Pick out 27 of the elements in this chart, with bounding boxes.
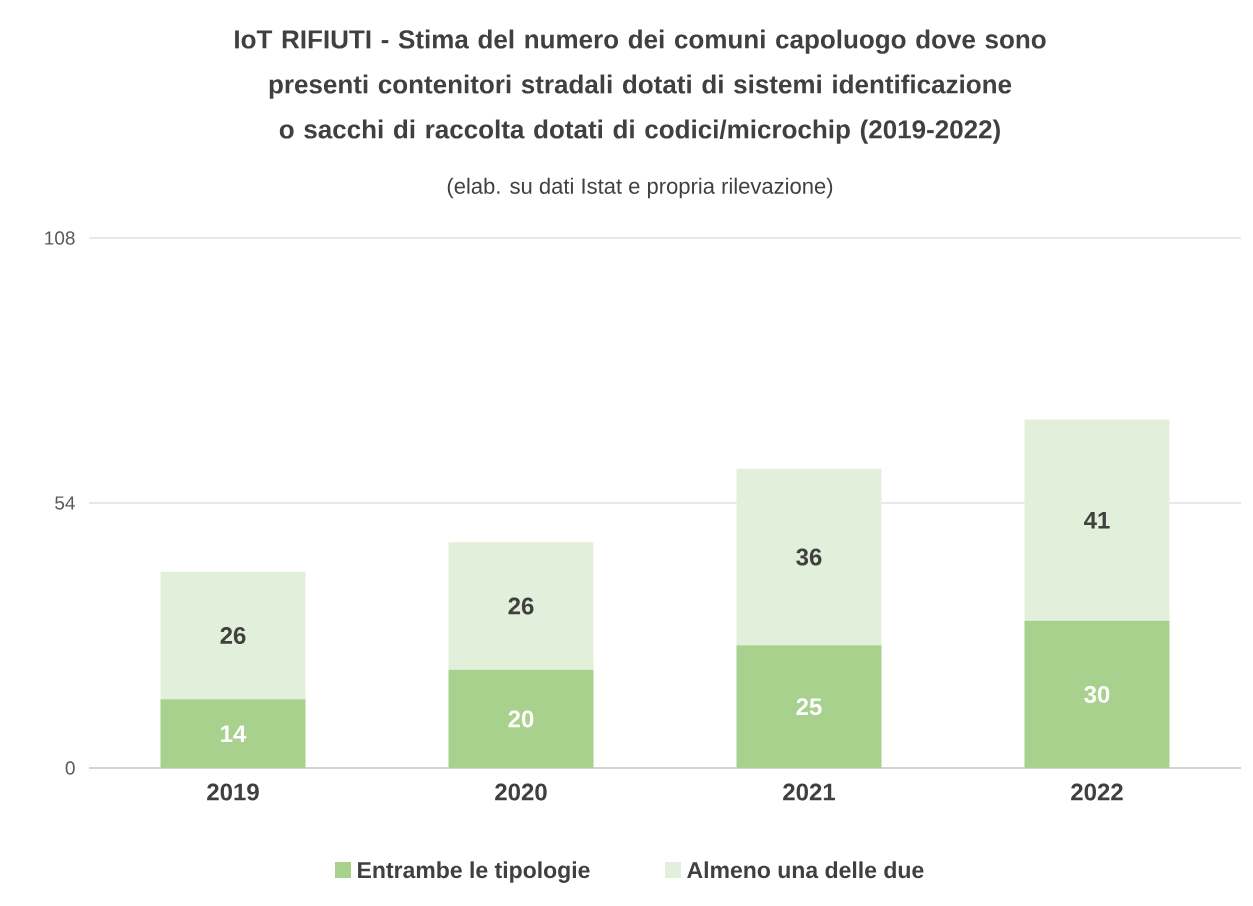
x-tick-label: 2022 <box>1071 783 1123 801</box>
data-label: 30 <box>1084 685 1110 703</box>
bar <box>448 542 594 670</box>
y-tick-label: 108 <box>45 231 75 245</box>
bar <box>1024 419 1170 621</box>
data-label: 26 <box>220 627 246 644</box>
x-tick-label: 2021 <box>783 783 835 801</box>
bar <box>160 571 306 700</box>
data-label: 14 <box>221 725 247 742</box>
y-tick-label: 0 <box>65 761 75 775</box>
legend-label: Entrambe le tipologie <box>358 861 590 883</box>
x-tick-label: 2020 <box>495 783 547 801</box>
bar <box>160 699 306 768</box>
x-tick-label: 2019 <box>207 783 259 801</box>
data-label: 25 <box>796 698 822 716</box>
bar <box>736 645 882 768</box>
legend-label: Almeno una delle due <box>687 861 924 879</box>
chart-title: IoT RIFIUTI - Stima del numero dei comuni capoluogo dove sono presenti contenitori stradali dotati di sistemi identificazione o sacchi di raccolta dotati di codici/microchip (2019-2022) <box>235 29 1046 144</box>
data-label: 41 <box>1084 511 1110 529</box>
y-tick-label: 54 <box>55 496 75 510</box>
data-label: 26 <box>508 597 534 615</box>
data-label: 36 <box>796 548 822 566</box>
bar <box>1024 620 1170 768</box>
bar <box>448 669 594 768</box>
data-label: 20 <box>508 710 534 728</box>
bar <box>736 468 882 646</box>
chart-subtitle: (elab. su dati Istat e propria rilevazione) <box>447 177 833 199</box>
